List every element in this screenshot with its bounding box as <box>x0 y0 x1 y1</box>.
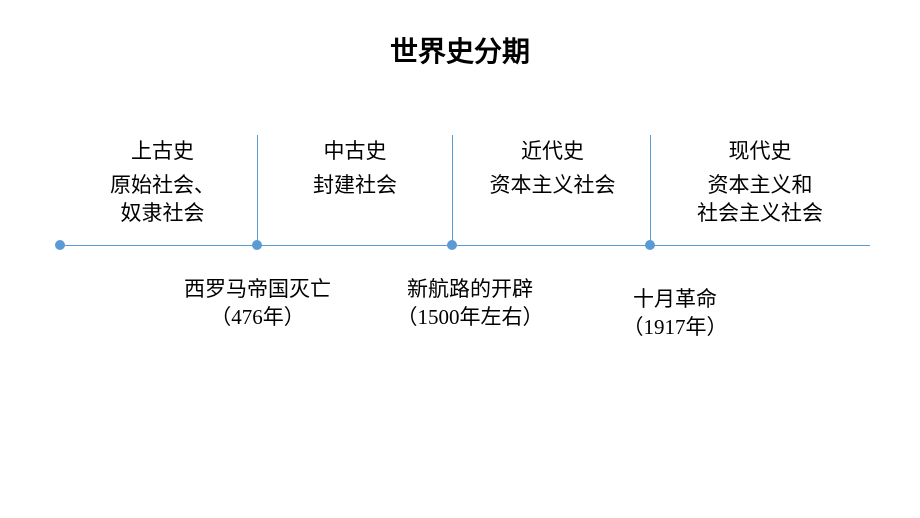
event-block: 十月革命（1917年） <box>580 285 770 342</box>
period-description: 资本主义社会 <box>460 171 645 199</box>
event-year: （476年） <box>140 303 375 331</box>
period-title: 近代史 <box>460 135 645 165</box>
period-desc-line: 封建社会 <box>265 171 445 199</box>
timeline-dot <box>55 240 65 250</box>
period-title: 现代史 <box>660 135 860 165</box>
period-description: 封建社会 <box>265 171 445 199</box>
period-block: 现代史资本主义和社会主义社会 <box>660 135 860 228</box>
event-block: 西罗马帝国灭亡（476年） <box>140 275 375 332</box>
timeline-axis <box>60 245 870 246</box>
event-block: 新航路的开辟（1500年左右） <box>360 275 580 332</box>
period-desc-line: 社会主义社会 <box>660 199 860 227</box>
period-title: 上古史 <box>75 135 250 165</box>
event-name: 新航路的开辟 <box>360 275 580 303</box>
period-title: 中古史 <box>265 135 445 165</box>
period-divider <box>257 135 258 245</box>
period-divider <box>452 135 453 245</box>
period-block: 近代史资本主义社会 <box>460 135 645 199</box>
event-name: 十月革命 <box>580 285 770 313</box>
period-divider <box>650 135 651 245</box>
period-desc-line: 奴隶社会 <box>75 199 250 227</box>
period-desc-line: 资本主义社会 <box>460 171 645 199</box>
period-block: 中古史封建社会 <box>265 135 445 199</box>
event-year: （1917年） <box>580 313 770 341</box>
period-desc-line: 资本主义和 <box>660 171 860 199</box>
event-year: （1500年左右） <box>360 303 580 331</box>
period-description: 资本主义和社会主义社会 <box>660 171 860 228</box>
diagram-title: 世界史分期 <box>390 30 530 70</box>
period-block: 上古史原始社会、奴隶社会 <box>75 135 250 228</box>
event-name: 西罗马帝国灭亡 <box>140 275 375 303</box>
period-desc-line: 原始社会、 <box>75 171 250 199</box>
period-description: 原始社会、奴隶社会 <box>75 171 250 228</box>
